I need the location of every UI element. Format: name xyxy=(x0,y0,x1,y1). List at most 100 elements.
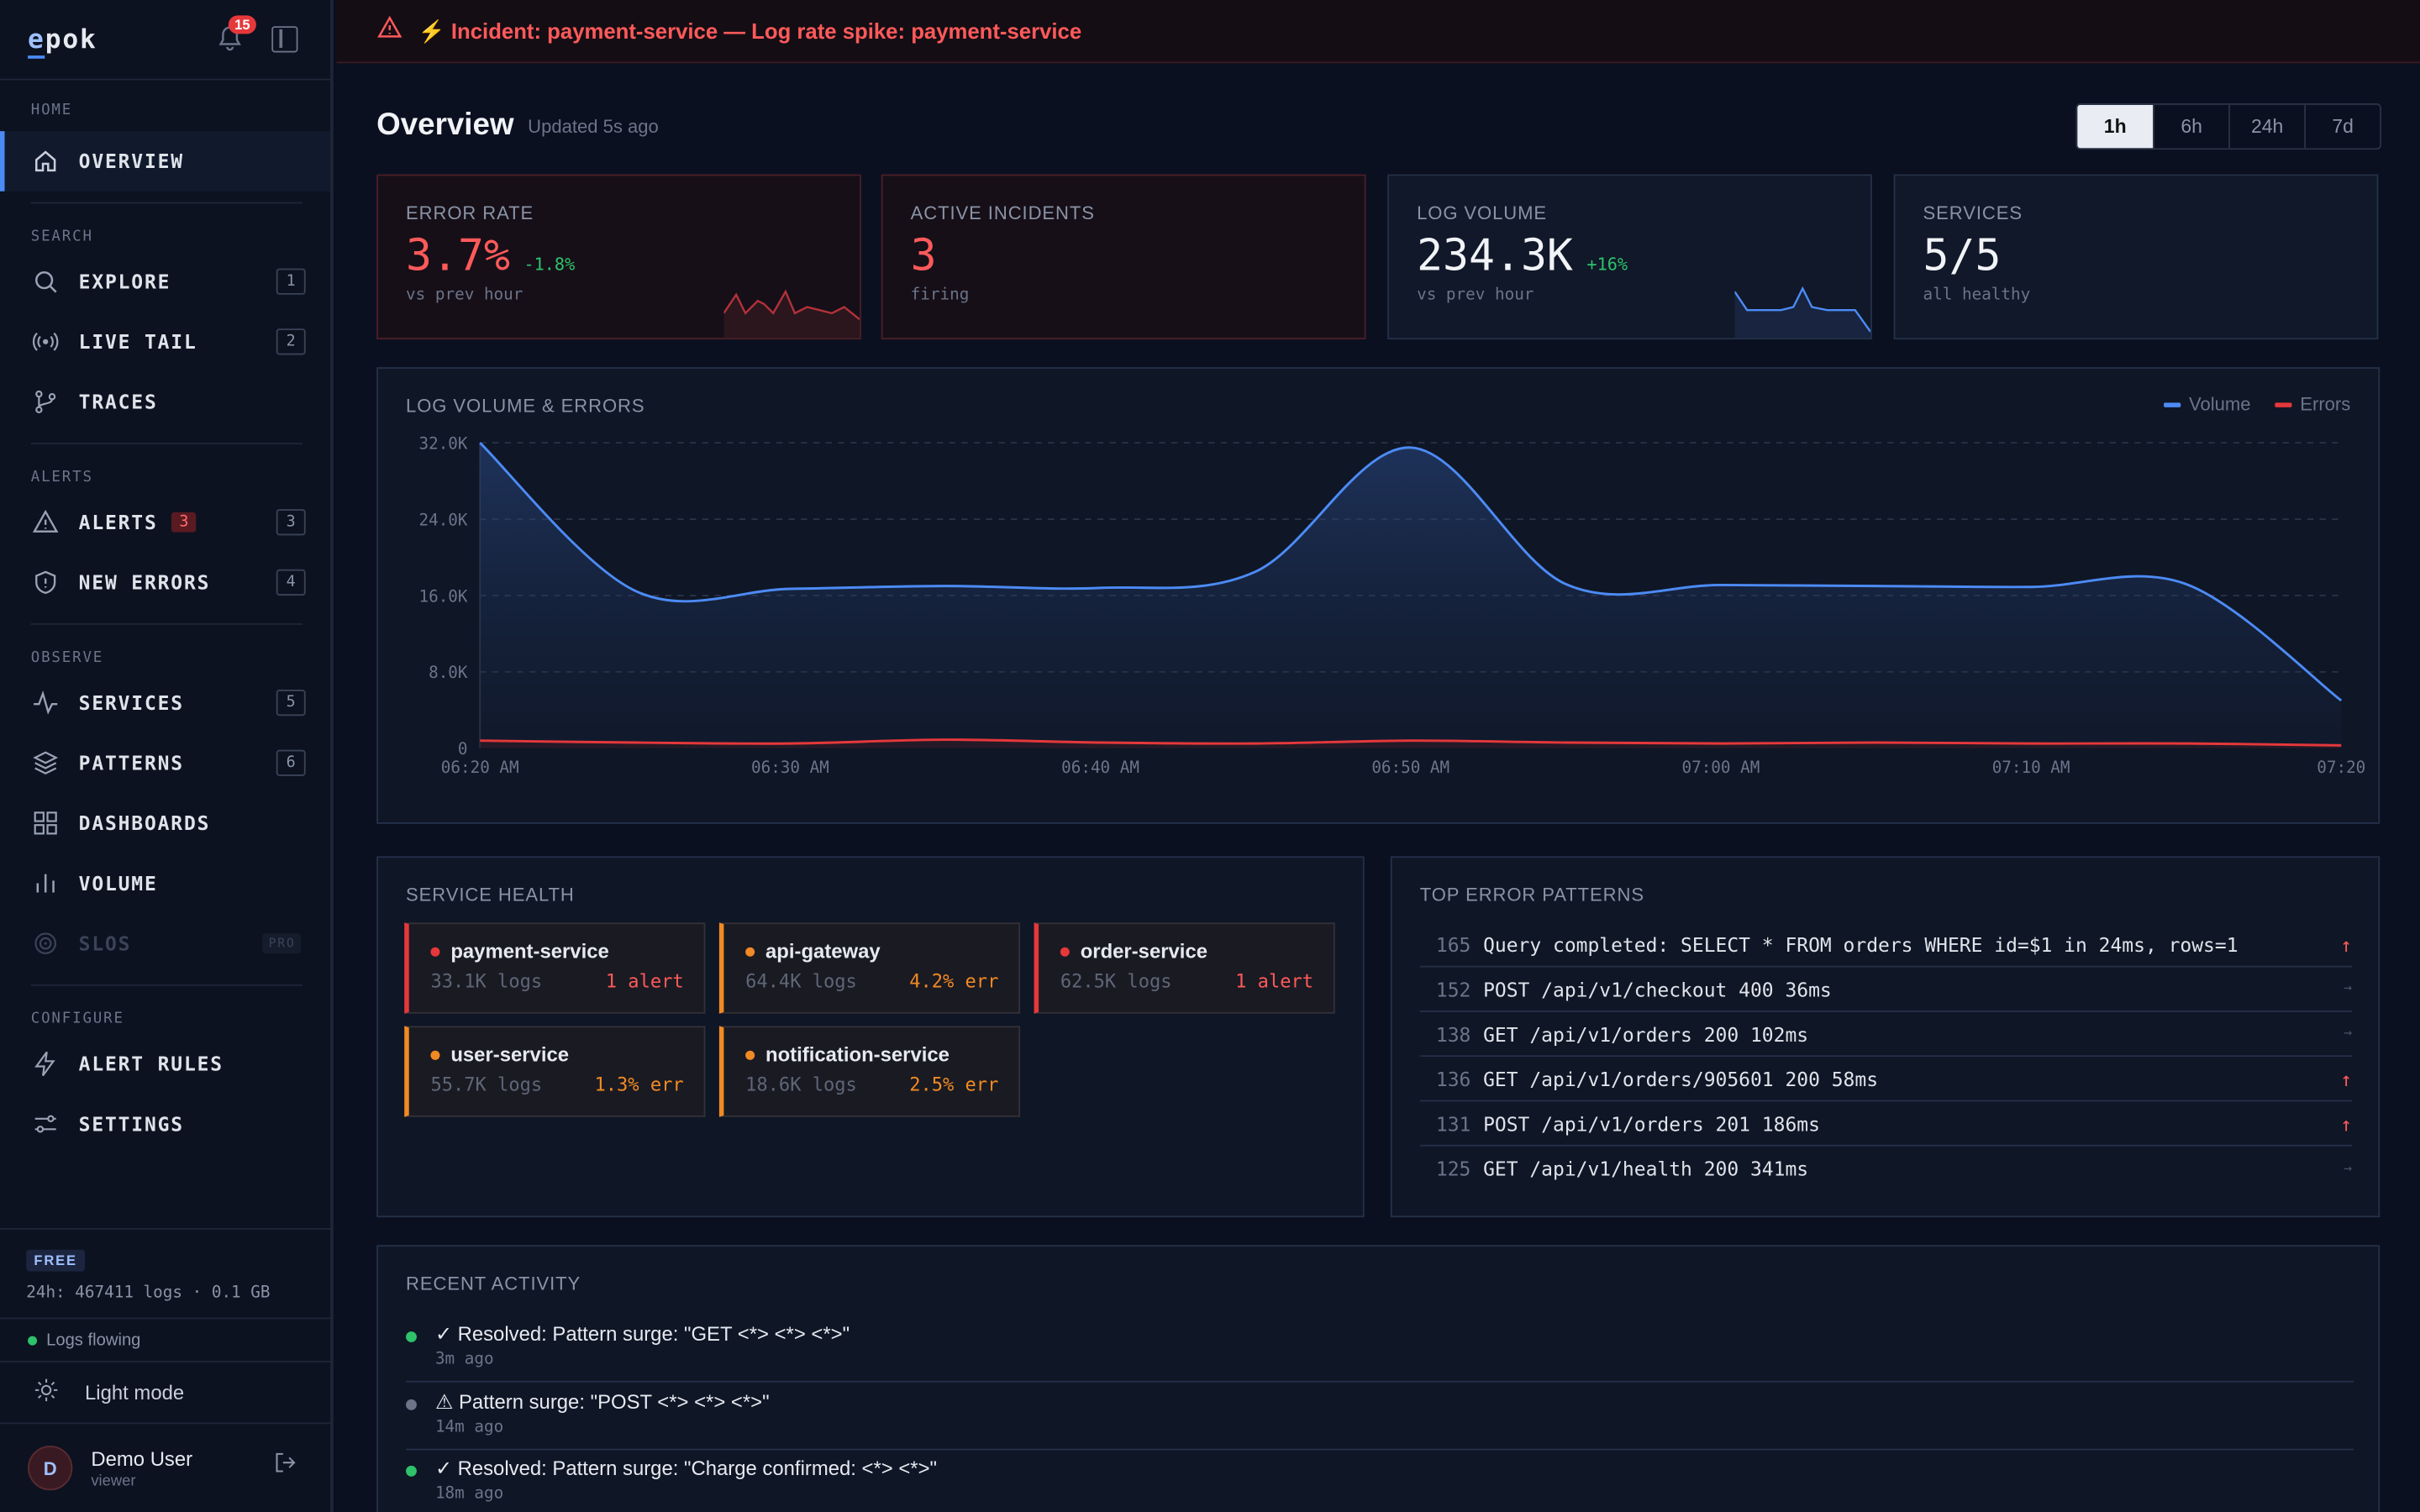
range-7d[interactable]: 7d xyxy=(2304,104,2380,149)
activity-item[interactable]: ⚠ Pattern surge: "POST <*> <*> <*>" 14m … xyxy=(406,1383,2354,1451)
target-icon xyxy=(31,930,59,958)
theme-toggle[interactable]: Light mode xyxy=(0,1360,331,1422)
service-tile-user[interactable]: user-service 55.7K logs 1.3% err xyxy=(404,1026,706,1117)
card-subtitle: firing xyxy=(910,285,970,304)
panel-title: TOP ERROR PATTERNS xyxy=(1419,884,1644,906)
sidebar-item-new-errors[interactable]: NEW ERRORS 4 xyxy=(0,553,330,613)
sidebar-item-volume[interactable]: VOLUME xyxy=(0,853,330,914)
service-logs: 62.5K logs xyxy=(1060,970,1172,992)
volume-area xyxy=(480,443,2342,748)
card-title: LOG VOLUME xyxy=(1417,202,1548,224)
pattern-row[interactable]: 152 POST /api/v1/checkout 400 36ms → xyxy=(1419,968,2353,1012)
pro-badge: PRO xyxy=(262,933,302,954)
user-role: viewer xyxy=(91,1473,136,1490)
sun-icon xyxy=(34,1378,58,1407)
pattern-row[interactable]: 136 GET /api/v1/orders/905601 200 58ms ↑ xyxy=(1419,1057,2353,1102)
sidebar-item-slos[interactable]: SLOS PRO xyxy=(0,913,330,974)
section-label-search: SEARCH xyxy=(30,228,93,246)
logout-icon[interactable] xyxy=(273,1450,297,1483)
sidebar-item-label: NEW ERRORS xyxy=(78,570,211,595)
shortcut-key: 5 xyxy=(276,690,306,717)
status-dot xyxy=(430,1049,440,1059)
recent-activity-panel: RECENT ACTIVITY ✓ Resolved: Pattern surg… xyxy=(376,1245,2381,1512)
logo[interactable]: epok xyxy=(28,24,97,58)
alert-count-badge: 3 xyxy=(171,512,197,533)
brand-bar: epok 15 xyxy=(0,0,331,81)
error-rate-card[interactable]: ERROR RATE 3.7% -1.8% vs prev hour xyxy=(376,174,861,340)
range-6h[interactable]: 6h xyxy=(2153,104,2228,149)
activity-item[interactable]: ✓ Resolved: Pattern surge: "GET <*> <*> … xyxy=(406,1315,2354,1383)
home-icon xyxy=(31,147,59,175)
sidebar-item-alert-rules[interactable]: ALERT RULES xyxy=(0,1034,330,1095)
legend-errors[interactable]: Errors xyxy=(2275,393,2350,415)
x-tick-label: 06:50 AM xyxy=(1371,758,1449,777)
collapse-sidebar-icon[interactable] xyxy=(271,26,298,53)
shield-icon xyxy=(31,569,59,596)
volume-chart[interactable]: 0 8.0K 16.0K 24.0K 32.0K 06:20 AM 06:30 AM 06:4… xyxy=(378,369,2381,826)
incident-banner[interactable]: ⚡ Incident: payment-service — Log rate s… xyxy=(336,0,2420,64)
legend-label: Volume xyxy=(2188,393,2251,416)
sidebar-item-explore[interactable]: EXPLORE 1 xyxy=(0,251,330,312)
card-subtitle: all healthy xyxy=(1923,285,2031,304)
log-volume-card[interactable]: LOG VOLUME 234.3K +16% vs prev hour xyxy=(1387,174,1872,340)
service-status: 2.5% err xyxy=(909,1074,999,1096)
card-subtitle: vs prev hour xyxy=(1417,285,1534,304)
trend-flat-icon: → xyxy=(2344,1026,2353,1042)
pattern-row[interactable]: 138 GET /api/v1/orders 200 102ms → xyxy=(1419,1012,2353,1058)
sidebar-item-live-tail[interactable]: LIVE TAIL 2 xyxy=(0,312,330,372)
sidebar-item-dashboards[interactable]: DASHBOARDS xyxy=(0,793,330,853)
theme-toggle-label: Light mode xyxy=(85,1380,185,1404)
section-label-alerts: ALERTS xyxy=(30,469,93,486)
sidebar-item-patterns[interactable]: PATTERNS 6 xyxy=(0,732,330,793)
warning-icon xyxy=(31,508,59,536)
service-tile-payment[interactable]: payment-service 33.1K logs 1 alert xyxy=(404,922,706,1014)
sidebar-item-label: TRACES xyxy=(78,390,158,414)
plan-badge: FREE xyxy=(26,1249,86,1272)
volume-series-line xyxy=(479,442,2343,702)
service-status: 4.2% err xyxy=(909,970,999,992)
service-name: api-gateway xyxy=(765,939,881,963)
pattern-text: POST /api/v1/checkout 400 36ms xyxy=(1483,977,1832,1001)
service-name: payment-service xyxy=(450,939,609,963)
x-tick-label: 07:10 AM xyxy=(1992,758,2070,777)
service-tile-notification[interactable]: notification-service 18.6K logs 2.5% err xyxy=(718,1026,1021,1117)
service-logs: 55.7K logs xyxy=(430,1074,543,1096)
activity-text: ✓ Resolved: Pattern surge: "Charge confi… xyxy=(434,1456,938,1480)
legend-volume[interactable]: Volume xyxy=(2164,393,2251,416)
y-tick-label: 0 xyxy=(458,739,468,759)
range-1h[interactable]: 1h xyxy=(2077,104,2154,149)
section-label-observe: OBSERVE xyxy=(30,649,104,667)
x-tick-label: 06:30 AM xyxy=(751,758,829,777)
pattern-row[interactable]: 131 POST /api/v1/orders 201 186ms ↑ xyxy=(1419,1101,2353,1147)
y-tick-label: 16.0K xyxy=(419,586,468,606)
active-incidents-card[interactable]: ACTIVE INCIDENTS 3 firing xyxy=(881,174,1366,340)
x-tick-label: 06:40 AM xyxy=(1061,758,1139,777)
shortcut-key: 4 xyxy=(276,569,306,596)
sidebar-item-settings[interactable]: SETTINGS xyxy=(0,1094,330,1154)
activity-item[interactable]: ✓ Resolved: Pattern surge: "Charge confi… xyxy=(406,1449,2354,1512)
range-24h[interactable]: 24h xyxy=(2228,104,2304,149)
sidebar: epok 15 HOME OVERVIEW SEARCH EXPLORE 1 L… xyxy=(0,0,334,1512)
sidebar-item-overview[interactable]: OVERVIEW xyxy=(0,131,331,192)
broadcast-icon xyxy=(31,328,59,355)
error-sparkline xyxy=(723,289,860,339)
shortcut-key: 2 xyxy=(276,328,306,355)
service-status: 1 alert xyxy=(1235,970,1314,992)
pattern-row[interactable]: 125 GET /api/v1/health 200 341ms → xyxy=(1420,1147,2352,1191)
bar-chart-icon xyxy=(31,869,59,897)
errors-series-line xyxy=(480,738,2342,747)
error-patterns-panel: TOP ERROR PATTERNS 165 Query completed: S… xyxy=(1390,856,2381,1218)
service-logs: 33.1K logs xyxy=(430,970,543,992)
status-dot xyxy=(745,946,755,956)
services-card[interactable]: SERVICES 5/5 all healthy xyxy=(1893,174,2379,340)
pattern-row[interactable]: 165 Query completed: SELECT * FROM orders… xyxy=(1419,922,2353,968)
card-value: 5/5 xyxy=(1923,229,2002,281)
service-status: 1 alert xyxy=(605,970,684,992)
avatar[interactable]: D xyxy=(28,1445,73,1491)
service-tile-api-gateway[interactable]: api-gateway 64.4K logs 4.2% err xyxy=(718,922,1021,1014)
sidebar-item-alerts[interactable]: ALERTS 3 3 xyxy=(0,492,330,553)
section-label-configure: CONFIGURE xyxy=(30,1011,124,1028)
service-tile-order[interactable]: order-service 62.5K logs 1 alert xyxy=(1034,922,1335,1014)
sidebar-item-traces[interactable]: TRACES xyxy=(0,372,330,433)
sidebar-item-services[interactable]: SERVICES 5 xyxy=(0,673,330,733)
